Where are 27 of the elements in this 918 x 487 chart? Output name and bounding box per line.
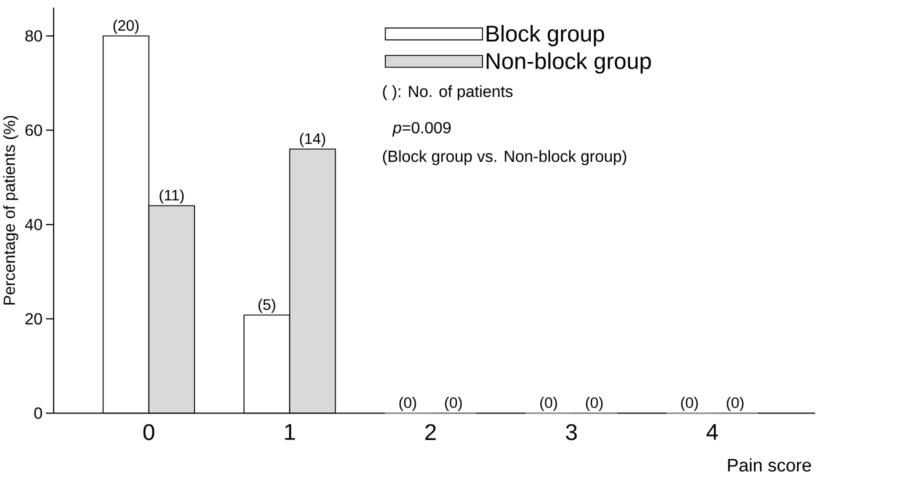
x-tick-label: 0 bbox=[143, 424, 154, 440]
annotation: (5) bbox=[258, 298, 276, 313]
annotation: ( ): No. of patients bbox=[383, 85, 513, 100]
y-tick-label: 40 bbox=[25, 218, 42, 230]
y-tick-label: 80 bbox=[25, 30, 42, 42]
annotation: (0) bbox=[540, 396, 557, 411]
annotation: (14) bbox=[300, 132, 326, 147]
y-axis-title: Percentage of patients (%) bbox=[3, 116, 18, 304]
x-tick-label: 2 bbox=[425, 424, 436, 440]
annotation: (Block group vs. Non-block group) bbox=[383, 150, 626, 165]
x-tick-label: 4 bbox=[706, 424, 718, 440]
annotation: p=0.009 bbox=[392, 122, 451, 136]
x-tick-label: 3 bbox=[566, 424, 577, 440]
annotation: (0) bbox=[399, 396, 416, 411]
legend-label: Non-block group bbox=[486, 52, 651, 74]
annotation: (0) bbox=[445, 396, 462, 411]
legend-label: Block group bbox=[486, 24, 604, 46]
annotation: (0) bbox=[681, 396, 698, 411]
y-tick-label: 60 bbox=[26, 124, 42, 136]
annotation: (11) bbox=[160, 189, 184, 204]
x-tick-label: 1 bbox=[285, 424, 295, 440]
x-axis-title: Pain score bbox=[728, 458, 811, 472]
y-tick-label: 0 bbox=[34, 407, 42, 419]
annotation: (0) bbox=[726, 396, 744, 411]
annotation: (20) bbox=[113, 20, 139, 34]
annotation: (0) bbox=[586, 396, 603, 411]
y-tick-label: 20 bbox=[26, 312, 42, 324]
